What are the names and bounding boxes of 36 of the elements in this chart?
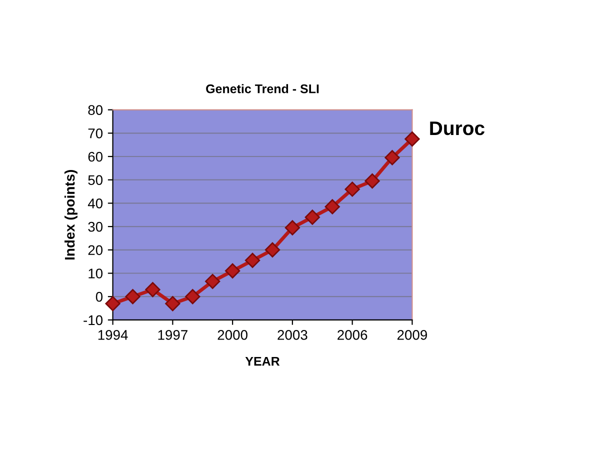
y-tick-label: 60 — [88, 152, 103, 162]
y-tick-label: -10 — [84, 315, 103, 326]
x-tick-label: 1994 — [98, 330, 128, 340]
series-label: Duroc — [430, 122, 484, 136]
point — [324, 199, 340, 214]
x-tick-label: 2006 — [338, 330, 368, 340]
y-tick-label: 30 — [88, 222, 103, 232]
point — [165, 296, 180, 312]
point — [125, 289, 140, 304]
y-axis-title: Index (points) — [64, 170, 78, 260]
chart-title: Genetic Trend - SLI — [206, 84, 319, 94]
point — [404, 131, 420, 147]
point — [205, 274, 220, 289]
y-tick-label: 10 — [88, 268, 103, 278]
point — [284, 220, 300, 236]
x-tick-label: 2003 — [278, 330, 308, 340]
x-tick-label: 1997 — [158, 330, 188, 340]
point — [145, 282, 160, 298]
point — [344, 182, 360, 197]
point — [304, 210, 320, 225]
point — [384, 150, 400, 166]
y-tick-label: 40 — [88, 198, 103, 208]
y-tick-label: 80 — [88, 105, 103, 115]
point — [264, 242, 280, 258]
y-tick-label: 20 — [88, 245, 103, 256]
y-tick-label: 0 — [96, 292, 103, 302]
x-axis-title: YEAR — [245, 356, 280, 366]
point — [105, 296, 120, 312]
y-tick-label: 50 — [88, 175, 103, 186]
point — [364, 173, 380, 189]
x-tick-label: 2000 — [218, 330, 248, 340]
y-tick-label: 70 — [88, 128, 103, 138]
point — [224, 263, 240, 278]
point — [244, 252, 260, 268]
point — [185, 289, 200, 304]
x-tick-label: 2009 — [397, 330, 427, 340]
